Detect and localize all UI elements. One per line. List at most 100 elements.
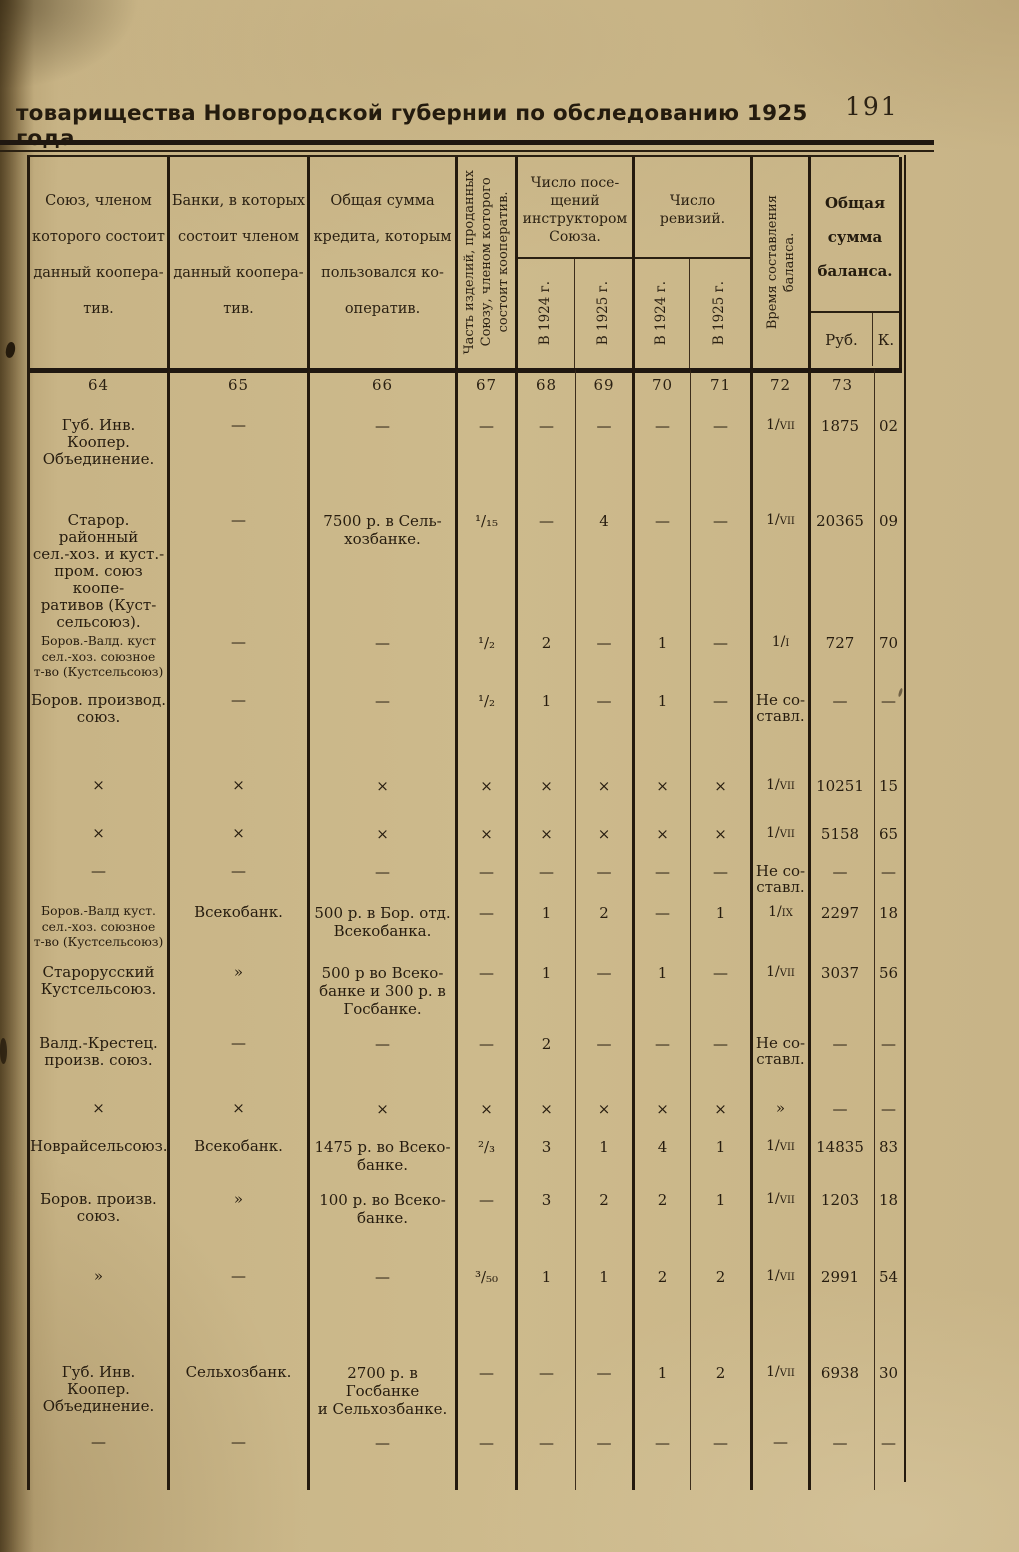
cell-v25: × bbox=[576, 771, 635, 821]
cell-r25: 1 bbox=[691, 1133, 753, 1183]
cell-v25: — bbox=[576, 861, 635, 903]
column-number: 69 bbox=[576, 368, 635, 395]
cell-v24: — bbox=[518, 1358, 576, 1428]
cell-r25: × bbox=[691, 1098, 753, 1133]
cell-v25: — bbox=[576, 631, 635, 686]
cell-name: Губ. Инв. Коопер. Объединение. bbox=[30, 395, 170, 500]
cell-bank: — bbox=[170, 1033, 310, 1098]
column-number: 66 bbox=[310, 368, 458, 395]
cell-v25: × bbox=[576, 821, 635, 861]
table-row: Боров.-Валд куст. сел.-хоз. союзное т-во… bbox=[30, 903, 902, 958]
cell-credit: × bbox=[310, 821, 458, 861]
cell-time: 1/IX bbox=[753, 903, 811, 958]
cell-rub: 1875 bbox=[811, 395, 875, 500]
cell-rub: 1203 bbox=[811, 1183, 875, 1263]
cell-name: Боров. производ. союз. bbox=[30, 686, 170, 771]
cell-kop: 18 bbox=[878, 904, 899, 922]
header-revisions-1925: В 1925 г. bbox=[690, 259, 750, 368]
cell-name: Валд.-Крестец. произв. союз. bbox=[30, 1033, 170, 1098]
cell-r25: — bbox=[691, 686, 753, 771]
column-number: 72 bbox=[753, 368, 811, 395]
cell-r25: × bbox=[691, 771, 753, 821]
cell-credit: — bbox=[310, 1263, 458, 1358]
cell-credit: — bbox=[310, 1428, 458, 1490]
cell-kop: — bbox=[881, 863, 896, 881]
cell-time: 1/VII bbox=[753, 1183, 811, 1263]
header-group-balance: Общая сумма баланса. Руб. К. bbox=[811, 157, 902, 368]
header-visits-1924: В 1924 г. bbox=[518, 259, 575, 368]
table-row: Губ. Инв. Коопер. Объединение. — — — — — — —1/V… bbox=[30, 395, 902, 500]
cell-r24: × bbox=[635, 821, 691, 861]
header-revisions-label: Число ревизий. bbox=[635, 157, 750, 259]
cell-rub: — bbox=[811, 686, 875, 771]
cell-v24: — bbox=[518, 500, 576, 631]
cell-bank: × bbox=[170, 821, 310, 861]
cell-v25: × bbox=[576, 1098, 635, 1133]
cell-part: — bbox=[458, 1183, 518, 1263]
table-body: 64 65 66 67 68 69 70 71 72 73 Губ. Инв. Коопер. Об… bbox=[30, 368, 902, 1490]
cell-name: Старорусский Кустсельсоюз. bbox=[30, 958, 170, 1033]
cell-rub: 14835 bbox=[811, 1133, 875, 1183]
table-row: Боров. произв. союз.» 100 р. во Всеко- ба… bbox=[30, 1183, 902, 1263]
column-number: 68 bbox=[518, 368, 576, 395]
header-balance-time-label: Время составления баланса. bbox=[764, 195, 797, 330]
table-row: Новрайсельсоюз. Всекобанк. 1475 р. во Всек… bbox=[30, 1133, 902, 1183]
cell-kop: 15 bbox=[878, 777, 899, 795]
cell-rub: 5158 bbox=[811, 821, 875, 861]
cell-rub: 6938 bbox=[811, 1358, 875, 1428]
cell-kop: — bbox=[881, 1035, 896, 1053]
cell-time: 1/VII bbox=[753, 1358, 811, 1428]
cell-name: × bbox=[30, 771, 170, 821]
cell-v25: — bbox=[576, 1033, 635, 1098]
cell-credit: 500 р. в Бор. отд. Всекобанка. bbox=[310, 903, 458, 958]
cell-part: — bbox=[458, 861, 518, 903]
ink-speck bbox=[4, 341, 17, 359]
table-row: — — — — — — — — — — — bbox=[30, 1428, 902, 1490]
cell-r24: 1 bbox=[635, 686, 691, 771]
cell-kop: — bbox=[881, 1434, 896, 1452]
cell-rub: 3037 bbox=[811, 958, 875, 1033]
table-row: Старор. районный сел.-хоз. и куст.- пром… bbox=[30, 500, 902, 631]
cell-bank: Всекобанк. bbox=[170, 1133, 310, 1183]
cell-v25: 2 bbox=[576, 903, 635, 958]
survey-table: Союз, членом которого состоит данный коо… bbox=[27, 155, 906, 1490]
cell-part: — bbox=[458, 958, 518, 1033]
cell-r24: — bbox=[635, 1428, 691, 1490]
cell-kop: 70 bbox=[878, 634, 899, 652]
cell-kop: 02 bbox=[878, 417, 899, 435]
cell-rub: 2297 bbox=[811, 903, 875, 958]
header-visits-label: Число посе- щений инструктором Союза. bbox=[518, 157, 632, 259]
table-row: × × × × × × × × 1/VII 5158 65 bbox=[30, 821, 902, 861]
cell-name: Губ. Инв. Коопер. Объединение. bbox=[30, 1358, 170, 1428]
year-1925-label: В 1925 г. bbox=[594, 281, 611, 346]
page-number: 191 bbox=[845, 92, 899, 121]
cell-v25: — bbox=[576, 1358, 635, 1428]
cell-r24: × bbox=[635, 771, 691, 821]
cell-credit: — bbox=[310, 395, 458, 500]
column-number: 73 bbox=[811, 368, 875, 395]
cell-v25: 4 bbox=[576, 500, 635, 631]
cell-r24: 1 bbox=[635, 1358, 691, 1428]
header-visits-1925: В 1925 г. bbox=[575, 259, 632, 368]
column-number: 70 bbox=[635, 368, 691, 395]
cell-bank: — bbox=[170, 1263, 310, 1358]
cell-time: 1/VII bbox=[753, 821, 811, 861]
cell-v24: 2 bbox=[518, 631, 576, 686]
cell-r24: — bbox=[635, 903, 691, 958]
cell-rub: 727 bbox=[811, 631, 875, 686]
header-part-sold: Часть изделий, проданных Союзу, членом к… bbox=[458, 157, 518, 368]
cell-bank: Всекобанк. bbox=[170, 903, 310, 958]
cell-r25: — bbox=[691, 1428, 753, 1490]
cell-bank: — bbox=[170, 1428, 310, 1490]
cell-r25: 1 bbox=[691, 903, 753, 958]
cell-v25: — bbox=[576, 686, 635, 771]
cell-v24: 2 bbox=[518, 1033, 576, 1098]
header-rub: Руб. bbox=[811, 313, 873, 366]
column-numbers-row: 64 65 66 67 68 69 70 71 72 73 bbox=[30, 368, 902, 395]
table-row: Боров.-Валд. куст сел.-хоз. союзное т-во… bbox=[30, 631, 902, 686]
header-revisions-1924: В 1924 г. bbox=[635, 259, 690, 368]
cell-v24: × bbox=[518, 1098, 576, 1133]
cell-kop: 56 bbox=[878, 964, 899, 982]
cell-r24: — bbox=[635, 861, 691, 903]
cell-credit: — bbox=[310, 631, 458, 686]
